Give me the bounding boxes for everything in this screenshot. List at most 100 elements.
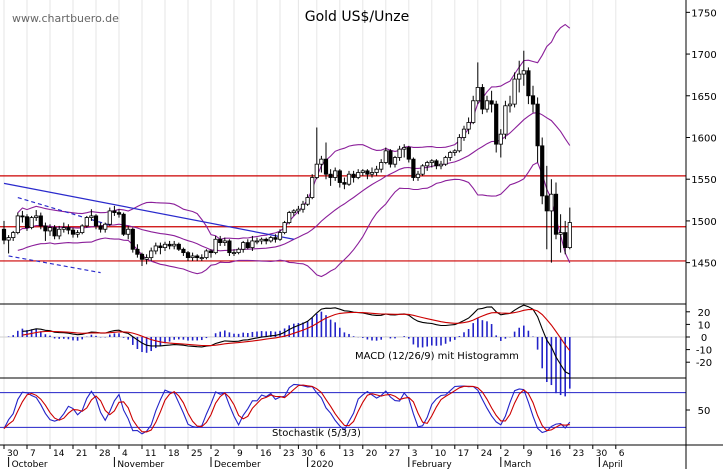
candle-body (328, 173, 333, 178)
candle (213, 235, 218, 255)
candle (521, 50, 526, 86)
candle (34, 210, 39, 221)
candle-body (379, 162, 384, 170)
candle-body (438, 163, 444, 167)
macd-y-tick-label: 10 (698, 320, 711, 331)
candle (89, 209, 94, 221)
candle-body (346, 173, 352, 185)
candle (434, 159, 439, 170)
candle-body (195, 255, 200, 259)
candle-body (530, 95, 536, 105)
candle (149, 247, 154, 261)
candle (544, 165, 549, 250)
candle (429, 159, 434, 168)
macd-y-tick-label: -20 (696, 358, 712, 369)
candle-body (231, 252, 237, 255)
candle-body (66, 227, 71, 231)
price-panel (0, 23, 686, 278)
candle (52, 225, 57, 240)
candle-body (24, 216, 30, 228)
candle-body (89, 215, 94, 218)
candle (567, 207, 572, 250)
candle (236, 247, 241, 255)
candle (6, 235, 11, 254)
x-day-label: 7 (30, 449, 36, 459)
candle (112, 205, 117, 216)
candle-body (374, 168, 379, 173)
candle-body (323, 158, 329, 175)
macd-y-tick-label: 0 (701, 333, 707, 344)
candle (333, 167, 338, 181)
candle-body (448, 152, 453, 158)
candle-body (259, 238, 264, 242)
candle (80, 224, 85, 235)
candle (360, 169, 365, 176)
candle-body (268, 237, 273, 242)
candle (29, 215, 34, 230)
candle (480, 84, 485, 115)
candle-body (222, 240, 227, 244)
candle-body (126, 228, 131, 235)
candle-body (434, 160, 439, 167)
candle (176, 242, 181, 251)
candle-body (383, 150, 388, 163)
candle-body (507, 103, 513, 107)
candle (268, 235, 273, 243)
candle (231, 249, 237, 256)
candle-body (549, 193, 554, 212)
candle-body (314, 163, 319, 178)
price-y-tick-label: 1500 (691, 217, 716, 228)
candle (241, 240, 246, 253)
x-day-label: 16 (550, 449, 562, 459)
candle-body (149, 250, 154, 259)
candle (11, 230, 16, 241)
candle-body (521, 70, 526, 75)
candle (1, 220, 7, 245)
price-y-tick-label: 1450 (691, 259, 716, 270)
candle-body (333, 170, 338, 178)
candle-body (245, 242, 250, 249)
candle (425, 160, 430, 171)
x-day-label: 20 (366, 449, 378, 459)
x-day-label: 4 (122, 449, 128, 459)
candle-body (75, 232, 80, 235)
candle-body (29, 217, 34, 228)
x-month-label: March (504, 460, 531, 469)
candle (98, 222, 103, 233)
candle-body (20, 215, 25, 218)
candle (328, 169, 333, 186)
x-day-label: 9 (237, 449, 243, 459)
candle-body (6, 237, 11, 241)
candle (204, 249, 209, 260)
candle-body (411, 158, 416, 178)
candle (489, 90, 494, 113)
candle-body (236, 248, 241, 254)
candle (126, 225, 131, 240)
x-day-label: 28 (99, 449, 111, 459)
macd-y-tick-label: 20 (698, 308, 711, 319)
candle-body (425, 162, 430, 167)
candle-body (241, 242, 246, 250)
candle-body (310, 177, 315, 198)
candle-body (254, 240, 260, 243)
candle (153, 242, 158, 255)
x-day-label: 23 (573, 449, 584, 459)
candle-body (540, 145, 545, 197)
candle (195, 254, 200, 261)
candle (162, 241, 168, 251)
candle-body (489, 100, 494, 105)
candle-body (305, 197, 310, 205)
candle-body (517, 73, 522, 80)
candle (185, 250, 191, 261)
candle-body (144, 257, 149, 260)
x-day-label: 16 (260, 449, 272, 459)
candle-body (264, 238, 269, 242)
candle (503, 100, 508, 140)
candle-body (296, 208, 301, 212)
macd-line (22, 304, 571, 375)
x-day-label: 2 (214, 449, 220, 459)
candle (438, 160, 444, 170)
candle (190, 252, 195, 261)
candle-body (98, 225, 103, 230)
